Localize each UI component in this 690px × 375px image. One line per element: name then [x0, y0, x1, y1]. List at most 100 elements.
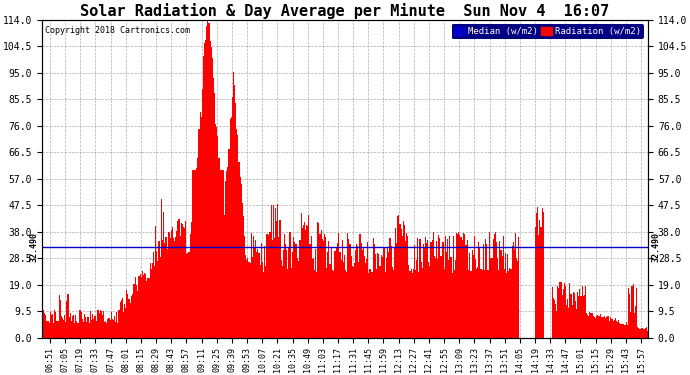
Bar [285, 244, 286, 338]
Bar [391, 246, 392, 338]
Bar [187, 253, 188, 338]
Bar [503, 236, 504, 338]
Bar [588, 316, 589, 338]
Bar [190, 222, 192, 338]
Bar [389, 238, 391, 338]
Text: Copyright 2018 Cartronics.com: Copyright 2018 Cartronics.com [45, 26, 190, 35]
Bar [343, 262, 344, 338]
Bar [438, 234, 440, 338]
Bar [121, 300, 122, 338]
Bar [150, 268, 152, 338]
Bar [486, 244, 487, 338]
Bar [141, 277, 142, 338]
Bar [427, 240, 428, 338]
Bar [105, 321, 106, 338]
Bar [336, 247, 337, 338]
Bar [498, 270, 500, 338]
Bar [571, 305, 573, 338]
Bar [254, 247, 255, 338]
Bar [358, 262, 359, 338]
Bar [321, 230, 322, 338]
Bar [607, 316, 608, 338]
Bar [303, 225, 304, 338]
Bar [483, 244, 484, 338]
Bar [46, 321, 48, 338]
Bar [348, 238, 349, 338]
Bar [319, 234, 321, 338]
Bar [82, 320, 83, 338]
Bar [101, 311, 102, 338]
Bar [553, 298, 554, 338]
Bar [154, 266, 155, 338]
Bar [431, 242, 432, 338]
Bar [482, 270, 483, 338]
Title: Solar Radiation & Day Average per Minute  Sun Nov 4  16:07: Solar Radiation & Day Average per Minute… [80, 3, 610, 19]
Bar [329, 264, 331, 338]
Bar [267, 234, 268, 338]
Bar [304, 222, 305, 338]
Bar [93, 319, 94, 338]
Bar [122, 298, 123, 338]
Bar [174, 242, 175, 338]
Bar [443, 242, 444, 338]
Bar [416, 260, 417, 338]
Bar [465, 245, 466, 338]
Bar [484, 270, 485, 338]
Bar [494, 234, 495, 338]
Bar [425, 237, 426, 338]
Bar [454, 270, 455, 338]
Bar [262, 262, 263, 338]
Bar [208, 23, 210, 338]
Bar [453, 236, 454, 338]
Bar [266, 234, 267, 338]
Bar [197, 158, 199, 338]
Bar [624, 324, 625, 338]
Bar [477, 267, 478, 338]
Bar [374, 244, 375, 338]
Bar [63, 320, 64, 338]
Bar [250, 233, 252, 338]
Bar [173, 238, 174, 338]
Bar [136, 285, 137, 338]
Bar [464, 234, 465, 338]
Bar [502, 256, 503, 338]
Bar [618, 320, 619, 338]
Bar [92, 314, 93, 338]
Bar [302, 228, 303, 338]
Bar [365, 263, 366, 338]
Bar [225, 181, 226, 338]
Bar [43, 310, 44, 338]
Bar [139, 274, 141, 338]
Bar [485, 239, 486, 338]
Bar [434, 256, 435, 338]
Bar [53, 323, 54, 338]
Bar [476, 268, 477, 338]
Bar [258, 253, 259, 338]
Bar [342, 240, 343, 338]
Bar [507, 254, 509, 338]
Bar [310, 236, 312, 338]
Bar [97, 310, 99, 338]
Bar [115, 322, 117, 338]
Bar [297, 258, 298, 338]
Bar [172, 227, 173, 338]
Legend: Median (w/m2), Radiation (w/m2): Median (w/m2), Radiation (w/m2) [452, 24, 644, 39]
Bar [234, 85, 235, 338]
Bar [355, 251, 356, 338]
Bar [62, 318, 63, 338]
Bar [402, 236, 403, 338]
Bar [277, 204, 278, 338]
Bar [236, 129, 237, 338]
Bar [600, 314, 602, 338]
Bar [155, 226, 156, 338]
Bar [133, 284, 134, 338]
Bar [487, 270, 489, 338]
Bar [415, 270, 416, 338]
Bar [104, 322, 105, 338]
Bar [219, 170, 221, 338]
Bar [462, 240, 463, 338]
Bar [144, 273, 145, 338]
Bar [66, 301, 68, 338]
Bar [112, 319, 113, 338]
Bar [48, 323, 50, 338]
